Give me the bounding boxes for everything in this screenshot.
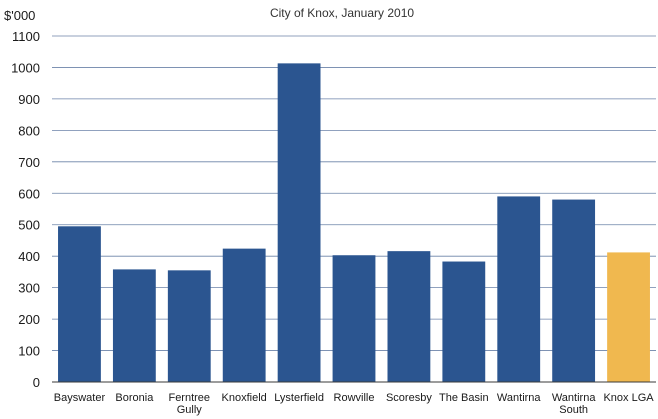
x-tick-label: Wantirna <box>552 392 596 404</box>
bar <box>277 63 321 383</box>
bar <box>387 251 431 382</box>
x-tick-label: Ferntree <box>168 392 210 404</box>
y-tick-label: 900 <box>18 92 40 107</box>
y-tick-label: 800 <box>18 123 40 138</box>
y-tick-label: 300 <box>18 281 40 296</box>
bars <box>58 63 650 383</box>
bar <box>442 261 486 382</box>
bar <box>607 252 650 382</box>
x-tick-label: Lysterfield <box>274 392 324 404</box>
y-axis-unit-label: $'000 <box>4 8 35 23</box>
x-tick-label: Knoxfield <box>222 392 267 404</box>
x-tick-label: Rowville <box>334 392 375 404</box>
y-axis-ticks: 0 100 200 300 400 500 600 700 800 900 1000 1100 <box>11 29 40 390</box>
x-tick-label: Bayswater <box>54 392 106 404</box>
x-tick-label: Gully <box>177 404 203 416</box>
bar <box>332 255 376 382</box>
x-tick-label: Wantirna <box>497 392 541 404</box>
x-tick-label: Boronia <box>115 392 154 404</box>
x-tick-label: Scoresby <box>386 392 432 404</box>
y-tick-label: 700 <box>18 155 40 170</box>
x-tick-label: The Basin <box>439 392 489 404</box>
bar <box>222 248 266 382</box>
y-tick-label: 200 <box>18 312 40 327</box>
y-tick-label: 600 <box>18 186 40 201</box>
y-tick-label: 0 <box>33 375 40 390</box>
bar <box>497 196 541 382</box>
y-tick-label: 100 <box>18 344 40 359</box>
bar <box>167 270 211 382</box>
bar <box>112 269 156 382</box>
y-tick-label: 500 <box>18 218 40 233</box>
x-tick-label: Knox LGA <box>603 392 654 404</box>
y-tick-label: 1100 <box>12 29 40 44</box>
y-tick-label: 400 <box>18 249 40 264</box>
bar <box>58 226 101 382</box>
chart-title: City of Knox, January 2010 <box>270 6 414 20</box>
y-tick-label: 1000 <box>11 60 40 75</box>
x-tick-label: South <box>559 404 588 416</box>
bar <box>552 199 596 382</box>
